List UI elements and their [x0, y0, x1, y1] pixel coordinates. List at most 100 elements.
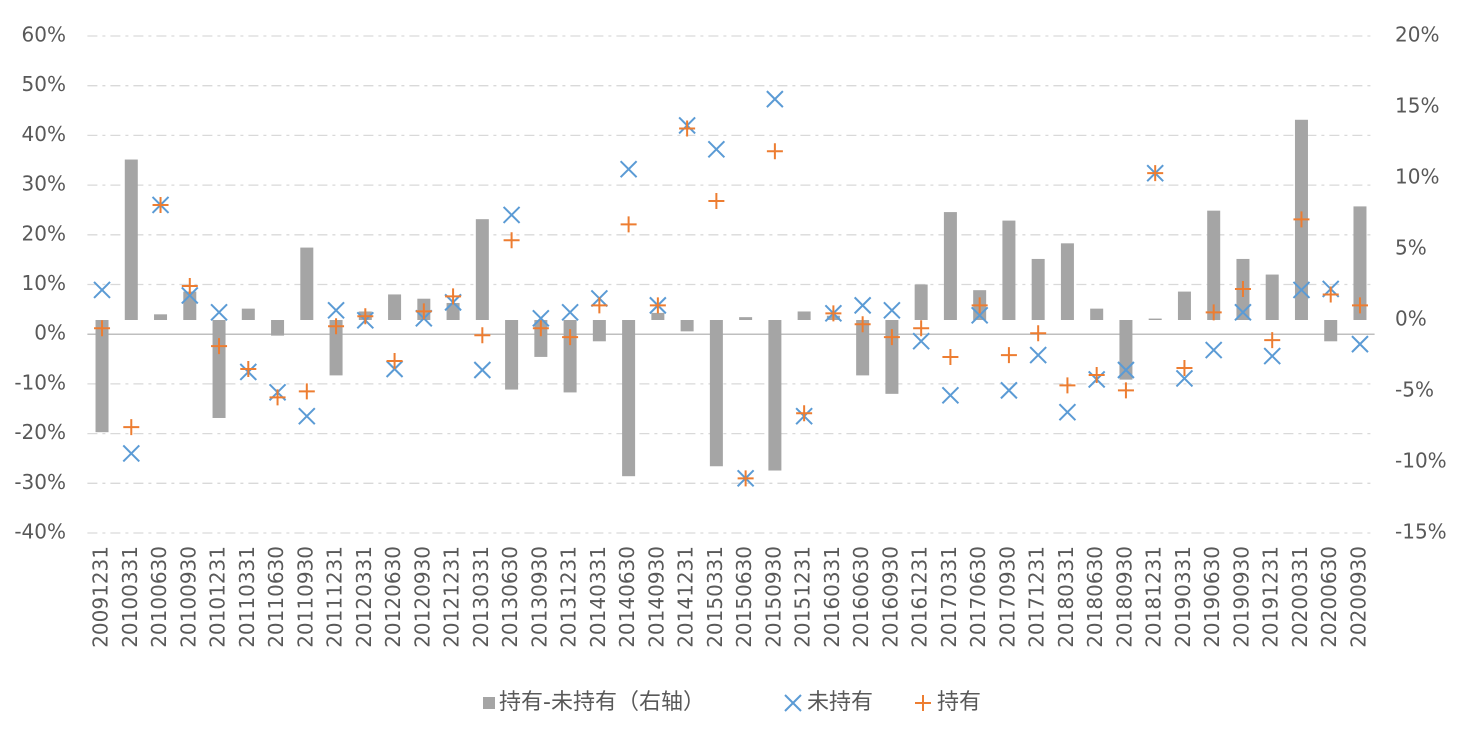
x-tick-label: 20120331	[352, 546, 376, 648]
y2-tick-label: 15%	[1395, 94, 1439, 118]
x-tick-label: 20131231	[557, 546, 581, 648]
bar	[124, 159, 138, 320]
scatter-point	[152, 196, 169, 213]
x-tick-label: 20140930	[644, 546, 668, 648]
legend-label: 未持有	[807, 690, 873, 715]
x-tick-label: 20200930	[1346, 546, 1370, 648]
bar	[271, 320, 285, 336]
scatter-point	[1059, 377, 1076, 394]
x-tick-label: 20120630	[381, 546, 405, 648]
y2-tick-label: -10%	[1395, 449, 1447, 473]
x-tick-label: 20191231	[1259, 546, 1283, 648]
scatter-point	[853, 296, 872, 315]
scatter-point	[1204, 341, 1223, 359]
legend-label: 持有	[937, 690, 981, 715]
scatter-point	[415, 303, 432, 320]
scatter-point	[93, 281, 111, 299]
x-tick-label: 20110930	[293, 546, 317, 648]
scatter-point	[649, 297, 666, 314]
scatter-point	[474, 327, 491, 344]
scatter-point	[1000, 347, 1017, 364]
scatter-point	[562, 329, 579, 346]
bar	[797, 311, 811, 320]
scatter-point	[123, 419, 140, 436]
scatter-point	[240, 360, 257, 377]
x-tick-label: 20171231	[1025, 546, 1049, 648]
scatter-point	[1176, 359, 1193, 376]
scatter-point	[210, 303, 228, 322]
scatter-point	[503, 232, 520, 249]
y-tick-label: 0%	[34, 321, 66, 345]
scatter-point	[1263, 347, 1281, 365]
x-tick-label: 20130331	[469, 546, 493, 648]
legend-swatch	[915, 695, 931, 711]
scatter-point	[327, 301, 345, 320]
y2-tick-label: -5%	[1395, 378, 1434, 402]
bar	[651, 312, 665, 320]
scatter-point	[181, 286, 199, 305]
bar	[1090, 308, 1104, 320]
bar	[943, 212, 957, 320]
bar	[388, 294, 402, 320]
scatter-point	[386, 353, 403, 370]
y-tick-label: 20%	[22, 221, 66, 245]
scatter-point	[561, 303, 579, 322]
x-tick-label: 20141231	[674, 546, 698, 648]
scatter-point	[1264, 332, 1281, 349]
scatter-point	[1234, 280, 1251, 297]
x-tick-label: 20160630	[849, 546, 873, 648]
x-tick-label: 20120930	[410, 546, 434, 648]
scatter-point	[1175, 369, 1194, 388]
y-tick-label: -40%	[14, 520, 66, 544]
scatter-point	[269, 389, 286, 406]
x-tick-label: 20190930	[1229, 546, 1253, 648]
bar	[212, 320, 226, 418]
bar	[768, 320, 782, 471]
scatter-point	[1030, 325, 1047, 342]
y-tick-label: -10%	[14, 370, 66, 394]
bar	[154, 314, 168, 320]
bar	[1353, 206, 1367, 320]
legend-label: 持有-未持有（右轴）	[499, 690, 705, 715]
scatter-point	[357, 308, 374, 325]
y2-tick-label: 20%	[1395, 23, 1439, 47]
scatter-point	[913, 320, 930, 337]
legend-item: 未持有	[784, 690, 873, 715]
bar	[446, 302, 460, 320]
x-tick-label: 20170930	[995, 546, 1019, 648]
bar	[709, 320, 723, 467]
scatter-point	[532, 320, 549, 337]
y-tick-label: 60%	[22, 23, 66, 47]
bar	[1265, 274, 1279, 320]
x-tick-label: 20150331	[703, 546, 727, 648]
scatter-point	[942, 349, 959, 366]
x-tick-label: 20130630	[498, 546, 522, 648]
scatter-point	[445, 288, 462, 305]
scatter-point	[825, 305, 842, 322]
scatter-point	[941, 386, 960, 405]
bar	[505, 320, 519, 390]
x-tick-label: 20190331	[1171, 546, 1195, 648]
scatter-point	[766, 90, 784, 108]
scatter-point	[532, 309, 550, 328]
scatter-point	[1205, 304, 1222, 321]
bar	[680, 320, 694, 332]
scatter-point	[971, 297, 988, 314]
bar	[1060, 243, 1074, 320]
bar	[885, 320, 899, 394]
scatter-point	[1293, 211, 1310, 228]
y-tick-label: 10%	[22, 271, 66, 295]
x-tick-label: 20161231	[908, 546, 932, 648]
bar	[1148, 318, 1162, 320]
legend-item: 持有-未持有（右轴）	[483, 690, 705, 715]
x-tick-label: 20091231	[89, 546, 113, 648]
x-tick-label: 20200331	[1288, 546, 1312, 648]
scatter-point	[796, 405, 813, 422]
x-tick-label: 20180630	[1083, 546, 1107, 648]
x-tick-label: 20100630	[147, 546, 171, 648]
bar	[592, 320, 606, 342]
scatter-point	[298, 383, 315, 400]
x-tick-label: 20130930	[527, 546, 551, 648]
scatter-point	[1000, 381, 1018, 400]
